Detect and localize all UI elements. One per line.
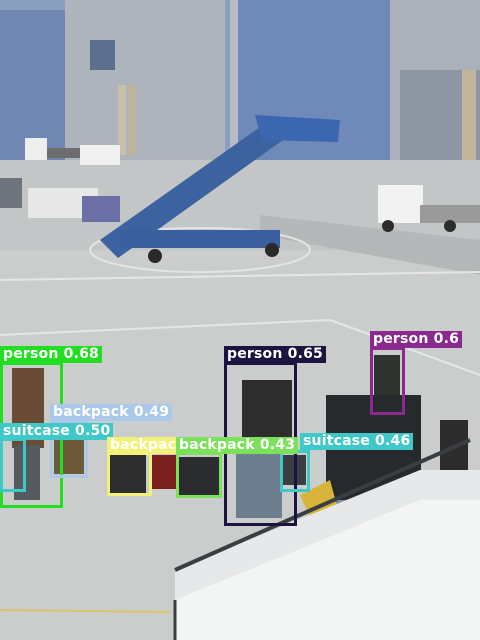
detection-class: backpack bbox=[179, 437, 255, 453]
detection-score: 0.49 bbox=[133, 404, 170, 420]
detection-box-person-3 bbox=[370, 347, 405, 415]
detection-box-suitcase-2 bbox=[280, 450, 310, 492]
detection-score: 0.6 bbox=[433, 331, 460, 347]
detection-score: 0.43 bbox=[259, 437, 296, 453]
detection-label-suitcase-2: suitcase 0.46 bbox=[300, 433, 414, 450]
detection-class: suitcase bbox=[3, 423, 70, 439]
detection-label-backpack-1: backpack 0.49 bbox=[50, 404, 173, 421]
detection-class: person bbox=[3, 346, 59, 362]
detection-class: suitcase bbox=[303, 433, 370, 449]
detection-score: 0.65 bbox=[287, 346, 323, 362]
detection-class: backpack bbox=[110, 437, 179, 453]
detection-score: 0.46 bbox=[375, 433, 411, 449]
detection-class: person bbox=[373, 331, 429, 347]
detection-score: 0.50 bbox=[75, 423, 111, 439]
detection-class: person bbox=[227, 346, 283, 362]
detection-label-suitcase-1: suitcase 0.50 bbox=[0, 423, 114, 440]
detection-class: backpack bbox=[53, 404, 129, 420]
detection-box-backpack-2 bbox=[107, 452, 152, 496]
detection-label-backpack-2: backpack bbox=[107, 437, 179, 454]
detection-box-backpack-3 bbox=[176, 452, 222, 498]
detection-score: 0.68 bbox=[63, 346, 99, 362]
detection-box-backpack-1 bbox=[50, 420, 88, 478]
detection-label-person-3: person 0.6 bbox=[370, 331, 463, 348]
detection-box-suitcase-1 bbox=[0, 438, 26, 492]
detection-label-person-1: person 0.68 bbox=[0, 346, 102, 363]
detection-label-backpack-3: backpack 0.43 bbox=[176, 437, 299, 454]
detection-label-person-2: person 0.65 bbox=[224, 346, 326, 363]
